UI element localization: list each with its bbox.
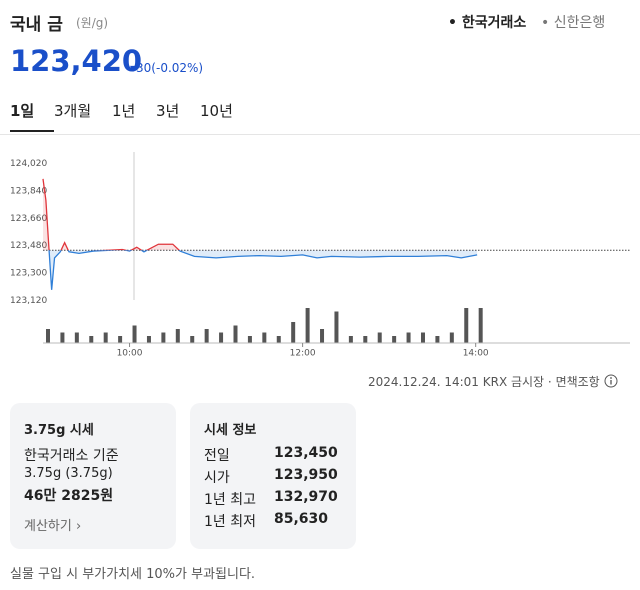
link-text: 계산하기 bbox=[24, 519, 72, 534]
info-icon[interactable] bbox=[604, 374, 618, 388]
volume-bar bbox=[363, 336, 368, 343]
info-value: 123,450 bbox=[274, 445, 338, 461]
volume-bar bbox=[348, 336, 353, 343]
change-value: 30(-0.02%) bbox=[136, 61, 204, 75]
y-tick-label: 124,020 bbox=[10, 159, 47, 169]
volume-bar bbox=[464, 308, 469, 343]
disclaimer[interactable]: 면책조항 bbox=[555, 375, 600, 389]
source: 한국거래소 bbox=[461, 15, 527, 31]
area bbox=[49, 250, 478, 290]
volume-bar bbox=[449, 332, 454, 343]
weight: 3.75g (3.75g) bbox=[24, 466, 113, 481]
volume-bar bbox=[262, 332, 267, 343]
timestamp: 2024.12.24. 14:01 KRX 금시장 bbox=[368, 375, 545, 389]
info-card: 시세 정보 전일 123,450 시가 123,950 1년 최고 132,970 1년 최… bbox=[190, 403, 356, 549]
volume-bar bbox=[103, 332, 108, 343]
info-value: 123,950 bbox=[274, 467, 338, 483]
volume-bar bbox=[291, 322, 296, 343]
volume-bar bbox=[89, 336, 94, 343]
volume-bar bbox=[320, 329, 325, 343]
volume-bar bbox=[219, 332, 224, 343]
divider bbox=[0, 134, 640, 135]
tab[interactable]: 3개월 bbox=[54, 102, 92, 120]
footer: 2024.12.24. 14:01 KRX 금시장 · 면책조항 bbox=[368, 373, 618, 390]
change: ▾30(-0.02%) bbox=[130, 61, 204, 75]
info-label: 시가 bbox=[204, 470, 230, 486]
volume-bar bbox=[118, 336, 123, 343]
y-tick-label: 123,480 bbox=[10, 241, 47, 251]
volume-bar bbox=[204, 329, 209, 343]
volume-bar bbox=[247, 336, 252, 343]
note: 실물 구입 시 부가가치세 10%가 부과됩니다. bbox=[10, 567, 256, 582]
info-value: 132,970 bbox=[274, 489, 338, 505]
info-label: 1년 최고 bbox=[204, 492, 256, 508]
card-title: 시세 정보 bbox=[204, 423, 257, 438]
volume-bar bbox=[305, 308, 310, 343]
x-tick-label: 12:00 bbox=[290, 349, 316, 359]
volume-bar bbox=[392, 336, 397, 343]
area bbox=[43, 178, 478, 251]
basis: 한국거래소 기준 bbox=[24, 448, 119, 464]
volume-bar bbox=[420, 332, 425, 343]
volume-bar bbox=[175, 329, 180, 343]
volume-bar bbox=[435, 336, 440, 343]
y-tick-label: 123,120 bbox=[10, 296, 47, 306]
volume-bar bbox=[60, 332, 65, 343]
volume-bar bbox=[74, 332, 79, 343]
chart: 124,020 123,840 123,660 123,480 123,300 123,1… bbox=[10, 152, 630, 359]
y-tick-label: 123,300 bbox=[10, 269, 47, 279]
x-tick-label: 14:00 bbox=[463, 349, 489, 359]
volume-bar bbox=[190, 336, 195, 343]
y-tick-label: 123,660 bbox=[10, 214, 47, 224]
title: 국내 금 bbox=[10, 15, 63, 35]
volume-bar bbox=[276, 336, 281, 343]
info-value: 85,630 bbox=[274, 511, 329, 527]
info-label: 1년 최저 bbox=[204, 514, 256, 530]
source-selected[interactable]: • 한국거래소 bbox=[448, 15, 527, 31]
card-title: 3.75g 시세 bbox=[24, 423, 94, 438]
source: 신한은행 bbox=[553, 15, 606, 31]
calc-link[interactable]: 계산하기 › bbox=[24, 519, 82, 534]
volume-bar bbox=[478, 308, 483, 343]
tab[interactable]: 3년 bbox=[156, 102, 180, 120]
x-tick-label: 10:00 bbox=[117, 349, 143, 359]
price: 123,420 bbox=[10, 44, 143, 78]
y-tick-label: 123,840 bbox=[10, 187, 47, 197]
volume-bar bbox=[377, 332, 382, 343]
info-label: 전일 bbox=[204, 448, 230, 464]
volume-bar bbox=[334, 311, 339, 343]
gram-price: 46만 2825원 bbox=[24, 488, 114, 504]
volume-bar bbox=[233, 325, 238, 343]
tab[interactable]: 10년 bbox=[200, 102, 233, 120]
tab[interactable]: 1년 bbox=[112, 102, 136, 120]
gram-card: 3.75g 시세 한국거래소 기준 3.75g (3.75g) 46만 2825… bbox=[10, 403, 176, 549]
price-line bbox=[42, 178, 181, 251]
tab[interactable]: 1일 bbox=[10, 100, 54, 132]
volume-bar bbox=[161, 332, 166, 343]
volume-bar bbox=[46, 329, 50, 343]
source-option[interactable]: • 신한은행 bbox=[541, 15, 606, 31]
volume-bar bbox=[146, 336, 151, 343]
price-line bbox=[48, 250, 478, 290]
unit: (원/g) bbox=[76, 16, 109, 30]
volume-bar bbox=[132, 325, 137, 343]
tabs: 1일 3개월 1년 3년 10년 bbox=[10, 100, 244, 134]
volume-bar bbox=[406, 332, 411, 343]
